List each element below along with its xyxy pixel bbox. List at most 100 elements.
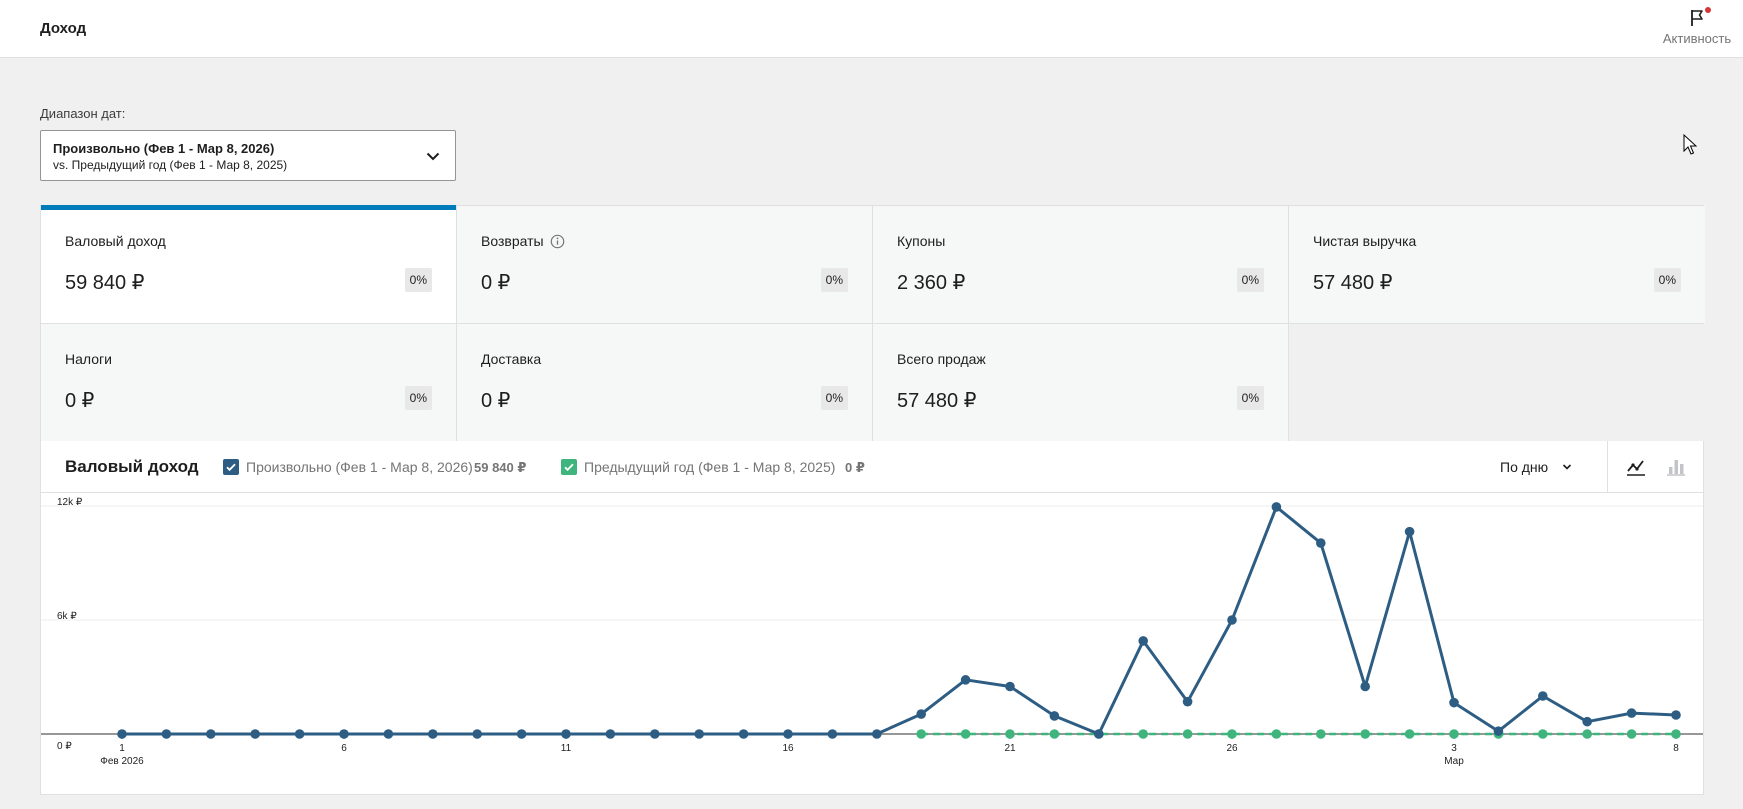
tile-label: Всего продаж [897, 351, 986, 367]
mouse-cursor-icon [1683, 133, 1698, 156]
tile-value: 0 ₽ [65, 390, 95, 412]
data-point-previous [1138, 729, 1148, 739]
tile-refunds[interactable]: Возвраты 0 ₽ 0% [457, 206, 872, 323]
tile-label: Купоны [897, 233, 946, 249]
info-icon[interactable] [550, 234, 565, 249]
tile-taxes[interactable]: Налоги 0 ₽ 0% [41, 324, 456, 441]
data-point-current [428, 729, 438, 739]
x-tick-sublabel: Мар [1444, 756, 1464, 767]
data-point-current [339, 729, 349, 739]
tile-value: 2 360 ₽ [897, 272, 966, 294]
y-tick-label: 0 ₽ [57, 741, 72, 752]
tile-gross-revenue[interactable]: Валовый доход 59 840 ₽ 0% [41, 205, 456, 323]
data-point-current [250, 729, 260, 739]
interval-dropdown[interactable]: По дню [1500, 459, 1572, 475]
chart-header: Валовый доход Произвольно (Фев 1 - Мар 8… [41, 441, 1703, 493]
legend-current-period[interactable]: Произвольно (Фев 1 - Мар 8, 2026) [223, 459, 473, 475]
data-point-current [1049, 711, 1060, 721]
data-point-current [694, 729, 704, 739]
data-point-current [561, 729, 571, 739]
line-chart-button[interactable] [1624, 455, 1648, 479]
tile-value: 59 840 ₽ [65, 272, 145, 294]
tile-value: 0 ₽ [481, 272, 511, 294]
bar-chart-icon [1667, 460, 1685, 476]
activity-label: Активность [1662, 31, 1732, 46]
checkbox-checked-icon[interactable] [223, 459, 239, 475]
data-point-current [1182, 696, 1193, 707]
x-tick-label: 26 [1226, 743, 1238, 754]
summary-tiles: Валовый доход 59 840 ₽ 0% Возвраты 0 ₽ 0… [40, 205, 1705, 441]
date-range-label: Диапазон дат: [40, 106, 126, 121]
data-point-previous [1049, 729, 1060, 739]
data-point-current [960, 675, 971, 685]
data-point-previous [1404, 729, 1415, 739]
date-range-dropdown[interactable]: Произвольно (Фев 1 - Мар 8, 2026) vs. Пр… [40, 130, 456, 181]
tile-label: Чистая выручка [1313, 233, 1417, 249]
date-range-primary: Произвольно (Фев 1 - Мар 8, 2026) [53, 141, 275, 156]
x-tick-label: 8 [1673, 743, 1679, 754]
data-point-current [1094, 729, 1104, 739]
x-tick-label: 16 [782, 743, 794, 754]
tile-value: 57 480 ₽ [1313, 272, 1393, 294]
data-point-previous [1626, 729, 1637, 739]
y-tick-label: 6k ₽ [57, 611, 77, 622]
activity-button[interactable]: Активность [1661, 7, 1733, 46]
x-tick-label: 3 [1451, 743, 1457, 754]
data-point-previous [960, 729, 971, 739]
data-point-current [1582, 716, 1592, 727]
data-point-current [1227, 615, 1237, 625]
delta-badge: 0% [820, 268, 848, 292]
tile-shipping[interactable]: Доставка 0 ₽ 0% [457, 324, 872, 441]
x-tick-label: 21 [1004, 743, 1016, 754]
date-range-compare: vs. Предыдущий год (Фев 1 - Мар 8, 2025) [53, 158, 288, 172]
data-point-current [1271, 502, 1282, 512]
data-point-current [783, 729, 793, 739]
data-point-previous [1005, 729, 1015, 739]
data-point-current [1538, 691, 1548, 701]
data-point-current [161, 729, 172, 739]
checkbox-checked-icon[interactable] [561, 459, 577, 475]
x-tick-label: 6 [341, 743, 347, 754]
tile-value: 0 ₽ [481, 390, 511, 412]
data-point-current [1493, 726, 1504, 736]
tile-label: Валовый доход [65, 233, 166, 249]
tile-label-text: Возвраты [481, 233, 544, 249]
data-point-current [827, 729, 838, 739]
delta-badge: 0% [1236, 386, 1264, 410]
tile-coupons[interactable]: Купоны 2 360 ₽ 0% [873, 206, 1288, 323]
delta-badge: 0% [404, 386, 432, 410]
tile-label: Возвраты [481, 233, 565, 249]
flag-icon [1687, 7, 1711, 28]
data-point-current [1404, 526, 1415, 537]
tile-label: Доставка [481, 351, 542, 367]
data-point-previous [1271, 729, 1282, 739]
x-tick-label: 11 [561, 743, 572, 754]
tile-empty [1289, 324, 1705, 441]
notification-dot [1705, 7, 1711, 13]
data-point-previous [1449, 729, 1459, 739]
legend-total-current: 59 840 ₽ [474, 460, 527, 475]
data-point-current [1626, 708, 1637, 718]
tile-total-sales[interactable]: Всего продаж 57 480 ₽ 0% [873, 324, 1288, 441]
gross-revenue-line-chart: 0 ₽ 6k ₽ 12k ₽ 1 Фев 2026 6 11 16 21 26 3 Мар 8 [41, 497, 1703, 767]
interval-label: По дню [1500, 459, 1549, 475]
tile-label: Налоги [65, 351, 112, 367]
data-point-current [1005, 681, 1015, 692]
data-point-previous [1360, 729, 1370, 739]
data-point-current [472, 729, 483, 739]
legend-previous-year[interactable]: Предыдущий год (Фев 1 - Мар 8, 2025) [561, 459, 835, 475]
tile-net-revenue[interactable]: Чистая выручка 57 480 ₽ 0% [1289, 206, 1705, 323]
data-point-current [1671, 710, 1681, 720]
bar-chart-button[interactable] [1664, 455, 1688, 479]
data-point-current [1138, 636, 1148, 646]
data-point-current [206, 729, 216, 739]
x-tick-sublabel: Фев 2026 [100, 756, 144, 767]
data-point-previous [1316, 729, 1326, 739]
data-point-current [605, 729, 616, 739]
chart-panel: Валовый доход Произвольно (Фев 1 - Мар 8… [40, 441, 1704, 795]
data-point-current [1316, 538, 1326, 548]
delta-badge: 0% [1236, 268, 1264, 292]
series-line-current [122, 505, 1677, 736]
chevron-down-icon [1562, 459, 1572, 470]
chevron-down-icon [425, 148, 441, 164]
